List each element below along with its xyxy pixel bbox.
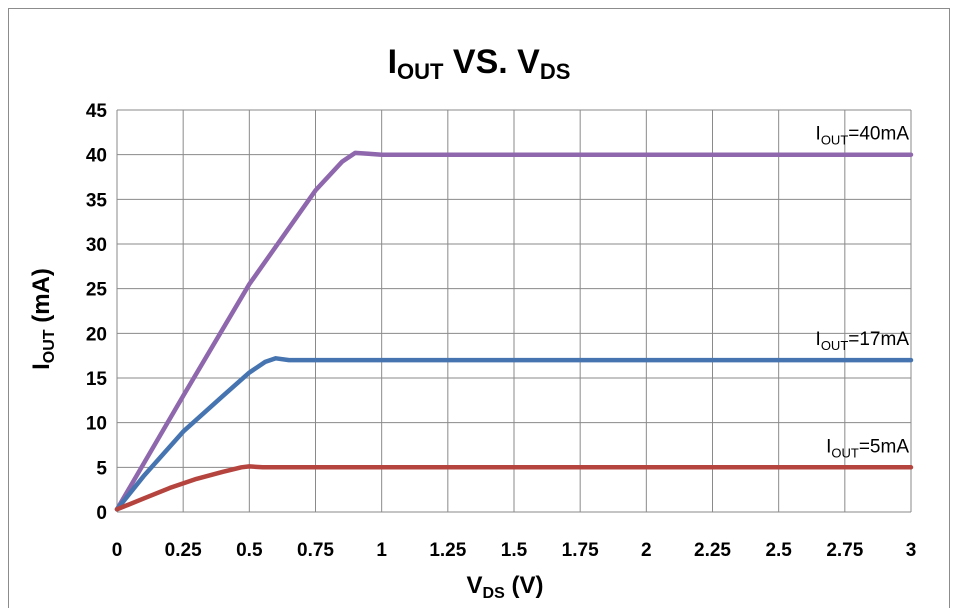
series-label: IOUT=5mA [826,436,909,460]
chart: IOUT VS. VDS VDS (V) IOUT (mA) 0 0.25 0.5 0… [28,43,917,602]
x-tick-label: 2.25 [694,540,731,561]
x-tick-label: 0 [112,540,123,561]
x-tick-label: 0.25 [165,540,202,561]
x-tick-label: 0.75 [297,540,334,561]
x-tick-label: 3 [906,540,917,561]
x-tick-label: 1 [376,540,387,561]
y-tick-labels: 0 5 10 15 20 25 30 35 40 45 [86,101,108,524]
x-tick-label: 2.5 [765,540,792,561]
y-axis-title: IOUT (mA) [28,268,58,370]
x-tick-label: 1.25 [429,540,466,561]
y-tick-label: 40 [86,146,107,167]
y-tick-label: 30 [86,235,107,256]
series-line-17ma [114,356,914,512]
x-tick-label: 2.75 [826,540,863,561]
y-tick-label: 35 [86,190,108,211]
x-tick-label: 1.75 [562,540,599,561]
y-tick-label: 45 [86,101,108,122]
x-tick-labels: 0 0.25 0.5 0.75 1 1.25 1.5 1.75 2 2.25 2.5 2.75 3 [112,540,917,561]
x-tick-label: 0.5 [236,540,263,561]
x-tick-label: 2 [641,540,652,561]
series-lines [114,150,914,512]
x-axis-title: VDS (V) [467,572,544,602]
y-tick-label: 0 [96,503,107,524]
grid [116,109,912,513]
y-tick-label: 15 [86,369,108,390]
y-tick-label: 5 [96,458,107,479]
chart-frame: IOUT VS. VDS VDS (V) IOUT (mA) 0 0.25 0.5 0… [8,8,950,608]
y-tick-label: 20 [86,324,107,345]
y-tick-label: 10 [86,414,107,435]
series-label: IOUT=40mA [816,124,910,148]
series-line-5ma [114,464,914,512]
series-label: IOUT=17mA [816,329,910,353]
x-tick-label: 1.5 [501,540,528,561]
series-line-40ma [114,150,914,512]
chart-title: IOUT VS. VDS [388,43,571,84]
y-tick-label: 25 [86,280,108,301]
series-labels: IOUT=40mA IOUT=17mA IOUT=5mA [816,124,910,461]
